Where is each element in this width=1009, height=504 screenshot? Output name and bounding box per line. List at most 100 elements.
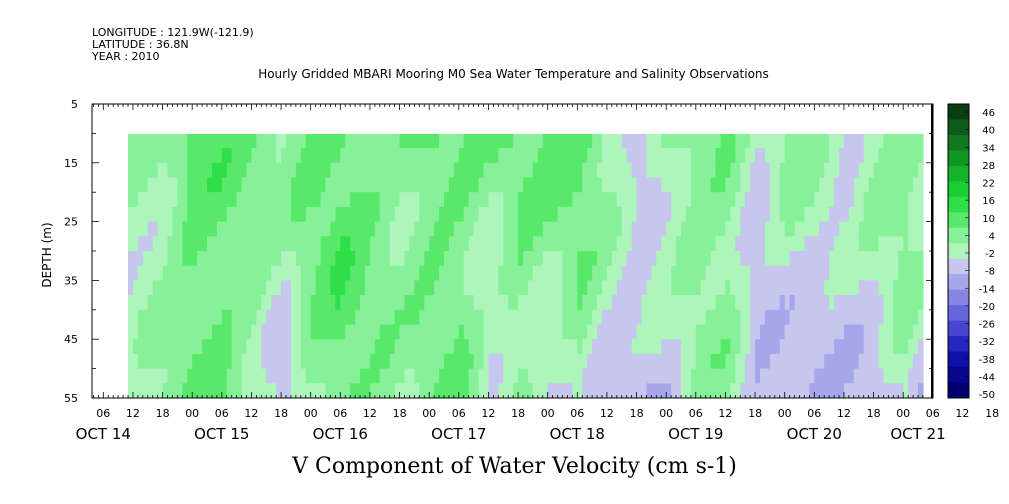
heatmap-cell	[602, 339, 608, 355]
heatmap-cell	[434, 134, 440, 149]
heatmap-cell	[646, 339, 652, 355]
heatmap-cell	[868, 177, 875, 193]
y-tick-label: 55	[64, 392, 78, 405]
heatmap-cell	[611, 339, 618, 355]
heatmap-cell	[735, 265, 741, 281]
heatmap-cell	[211, 353, 218, 370]
heatmap-cell	[315, 251, 322, 267]
heatmap-cell	[809, 280, 815, 296]
heatmap-cell	[182, 309, 188, 326]
heatmap-cell	[286, 309, 292, 326]
heatmap-cell	[340, 192, 346, 208]
heatmap-cell	[295, 368, 302, 384]
heatmap-cell	[769, 309, 776, 326]
heatmap-cell	[295, 134, 302, 149]
heatmap-cell	[132, 148, 139, 164]
heatmap-cell	[187, 221, 193, 237]
heatmap-cell	[187, 236, 193, 252]
heatmap-cell	[853, 206, 860, 223]
heatmap-cell	[918, 206, 924, 223]
heatmap-cell	[231, 353, 238, 370]
heatmap-cell	[858, 236, 865, 252]
heatmap-cell	[843, 221, 850, 237]
heatmap-cell	[853, 324, 860, 340]
heatmap-cell	[478, 192, 485, 208]
heatmap-cell	[834, 162, 840, 179]
heatmap-cell	[315, 177, 322, 193]
heatmap-cell	[493, 192, 499, 208]
heatmap-cell	[725, 280, 731, 296]
heatmap-cell	[513, 339, 519, 355]
heatmap-cell	[128, 206, 134, 223]
heatmap-cell	[839, 309, 845, 326]
heatmap-cell	[379, 192, 386, 208]
heatmap-cell	[626, 280, 633, 296]
heatmap-cell	[839, 162, 845, 179]
heatmap-cell	[330, 339, 336, 355]
heatmap-cell	[918, 324, 924, 340]
heatmap-cell	[523, 148, 529, 164]
heatmap-cell	[483, 192, 490, 208]
heatmap-cell	[755, 339, 761, 355]
heatmap-cell	[769, 280, 776, 296]
heatmap-cell	[295, 353, 302, 370]
heatmap-cell	[251, 309, 257, 326]
heatmap-cell	[705, 265, 712, 281]
heatmap-cell	[434, 324, 440, 340]
heatmap-cell	[661, 236, 667, 252]
heatmap-cell	[167, 295, 174, 311]
heatmap-cell	[211, 162, 218, 179]
heatmap-cell	[527, 148, 534, 164]
heatmap-cell	[908, 134, 914, 149]
heatmap-cell	[853, 265, 860, 281]
heatmap-cell	[132, 162, 139, 179]
heatmap-cell	[409, 265, 415, 281]
heatmap-cell	[187, 134, 193, 149]
colorbar-label: 16	[982, 196, 995, 207]
heatmap-cell	[211, 192, 218, 208]
heatmap-cell	[276, 236, 282, 252]
heatmap-cell	[389, 309, 396, 326]
heatmap-cell	[374, 339, 381, 355]
heatmap-cell	[503, 221, 509, 237]
heatmap-cell	[295, 280, 302, 296]
heatmap-cell	[918, 383, 924, 398]
heatmap-cell	[848, 339, 855, 355]
heatmap-cell	[369, 134, 376, 149]
heatmap-cell	[256, 309, 262, 326]
heatmap-cell	[305, 265, 312, 281]
heatmap-cell	[429, 280, 435, 296]
heatmap-cell	[804, 251, 810, 267]
heatmap-cell	[809, 309, 815, 326]
heatmap-cell	[537, 221, 544, 237]
heatmap-cell	[508, 192, 514, 208]
heatmap-cell	[690, 324, 697, 340]
colorbar-label: 10	[982, 214, 995, 225]
heatmap-cell	[202, 148, 208, 164]
heatmap-cell	[256, 251, 262, 267]
heatmap-cell	[305, 324, 312, 340]
heatmap-cell	[335, 192, 341, 208]
heatmap-cell	[157, 206, 164, 223]
heatmap-cell	[483, 251, 490, 267]
heatmap-cell	[458, 177, 465, 193]
heatmap-cell	[774, 148, 781, 164]
heatmap-cell	[409, 162, 415, 179]
heatmap-cell	[616, 148, 623, 164]
heatmap-cell	[745, 339, 751, 355]
heatmap-cell	[404, 148, 411, 164]
heatmap-cell	[271, 368, 277, 384]
heatmap-cell	[409, 339, 415, 355]
heatmap-cell	[799, 383, 806, 398]
heatmap-cell	[266, 236, 272, 252]
heatmap-cell	[473, 148, 480, 164]
heatmap-cell	[918, 265, 924, 281]
heatmap-cell	[236, 383, 243, 398]
heatmap-cell	[755, 192, 761, 208]
heatmap-cell	[794, 251, 801, 267]
heatmap-cell	[216, 192, 223, 208]
heatmap-cell	[858, 162, 865, 179]
heatmap-cell	[335, 280, 341, 296]
heatmap-cell	[537, 324, 544, 340]
heatmap-cell	[646, 206, 652, 223]
